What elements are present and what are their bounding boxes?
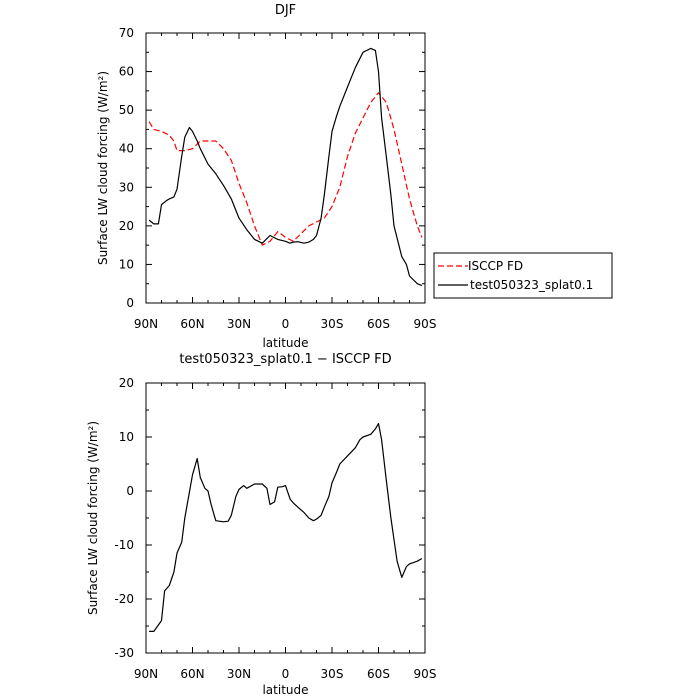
top-x-tick-label: 30S xyxy=(321,317,344,331)
top-chart-title: DJF xyxy=(275,3,296,18)
bottom-x-tick-label: 60S xyxy=(367,667,390,681)
legend: ISCCP FD test050323_splat0.1 xyxy=(433,252,613,299)
top-y-tick-label: 30 xyxy=(119,180,134,194)
bottom-x-tick-label: 30S xyxy=(321,667,344,681)
bottom-panel: test050323_splat0.1 − ISCCP FD Surface L… xyxy=(86,352,436,697)
top-y-tick-label: 70 xyxy=(119,26,134,40)
bottom-series-line-0 xyxy=(149,422,423,633)
top-axis-ticks: 0 10 20 30 40 50 60 70 90N 60N 30N 0 30S 60S 90S xyxy=(119,26,437,331)
bottom-chart-title: test050323_splat0.1 − ISCCP FD xyxy=(179,352,391,367)
bottom-x-tick-label: 90S xyxy=(414,667,437,681)
bottom-y-tick-label: -30 xyxy=(114,646,134,660)
bottom-y-tick-label: 10 xyxy=(119,430,134,444)
bottom-series-lines xyxy=(149,422,423,633)
bottom-y-tick-label: -10 xyxy=(114,538,134,552)
bottom-plot-frame xyxy=(145,382,426,654)
bottom-y-tick-label: 0 xyxy=(126,484,134,498)
bottom-x-tick-label: 0 xyxy=(282,667,290,681)
top-series-line-0 xyxy=(148,92,423,246)
top-y-tick-label: 0 xyxy=(126,296,134,310)
top-panel: DJF Surface LW cloud forcing (W/m²) lati… xyxy=(96,3,436,350)
top-x-tick-label: 60N xyxy=(180,317,204,331)
top-y-tick-label: 50 xyxy=(119,103,134,117)
legend-isccp-label: ISCCP FD xyxy=(468,259,523,273)
bottom-y-tick-label: 20 xyxy=(119,376,134,390)
top-series-lines xyxy=(148,47,423,287)
top-x-tick-label: 90N xyxy=(134,317,158,331)
bottom-y-tick-label: -20 xyxy=(114,592,134,606)
top-x-axis-label: latitude xyxy=(262,336,308,350)
bottom-axis-ticks: -30 -20 -10 0 10 20 90N 60N 30N 0 30S 60S 90S xyxy=(114,376,436,681)
top-y-tick-label: 40 xyxy=(119,142,134,156)
top-y-tick-label: 60 xyxy=(119,65,134,79)
bottom-x-tick-label: 30N xyxy=(227,667,251,681)
top-x-tick-label: 60S xyxy=(367,317,390,331)
bottom-x-tick-label: 90N xyxy=(134,667,158,681)
bottom-x-axis-label: latitude xyxy=(262,683,308,697)
top-x-tick-label: 30N xyxy=(227,317,251,331)
top-y-tick-label: 20 xyxy=(119,219,134,233)
top-x-tick-label: 90S xyxy=(414,317,437,331)
legend-box xyxy=(433,252,613,299)
bottom-x-tick-label: 60N xyxy=(180,667,204,681)
top-plot-frame xyxy=(145,32,426,304)
top-series-line-1 xyxy=(148,47,423,287)
legend-model-label: test050323_splat0.1 xyxy=(470,278,593,292)
top-x-tick-label: 0 xyxy=(282,317,290,331)
top-y-axis-label: Surface LW cloud forcing (W/m²) xyxy=(96,71,110,265)
bottom-y-axis-label: Surface LW cloud forcing (W/m²) xyxy=(86,421,100,615)
top-y-tick-label: 10 xyxy=(119,257,134,271)
